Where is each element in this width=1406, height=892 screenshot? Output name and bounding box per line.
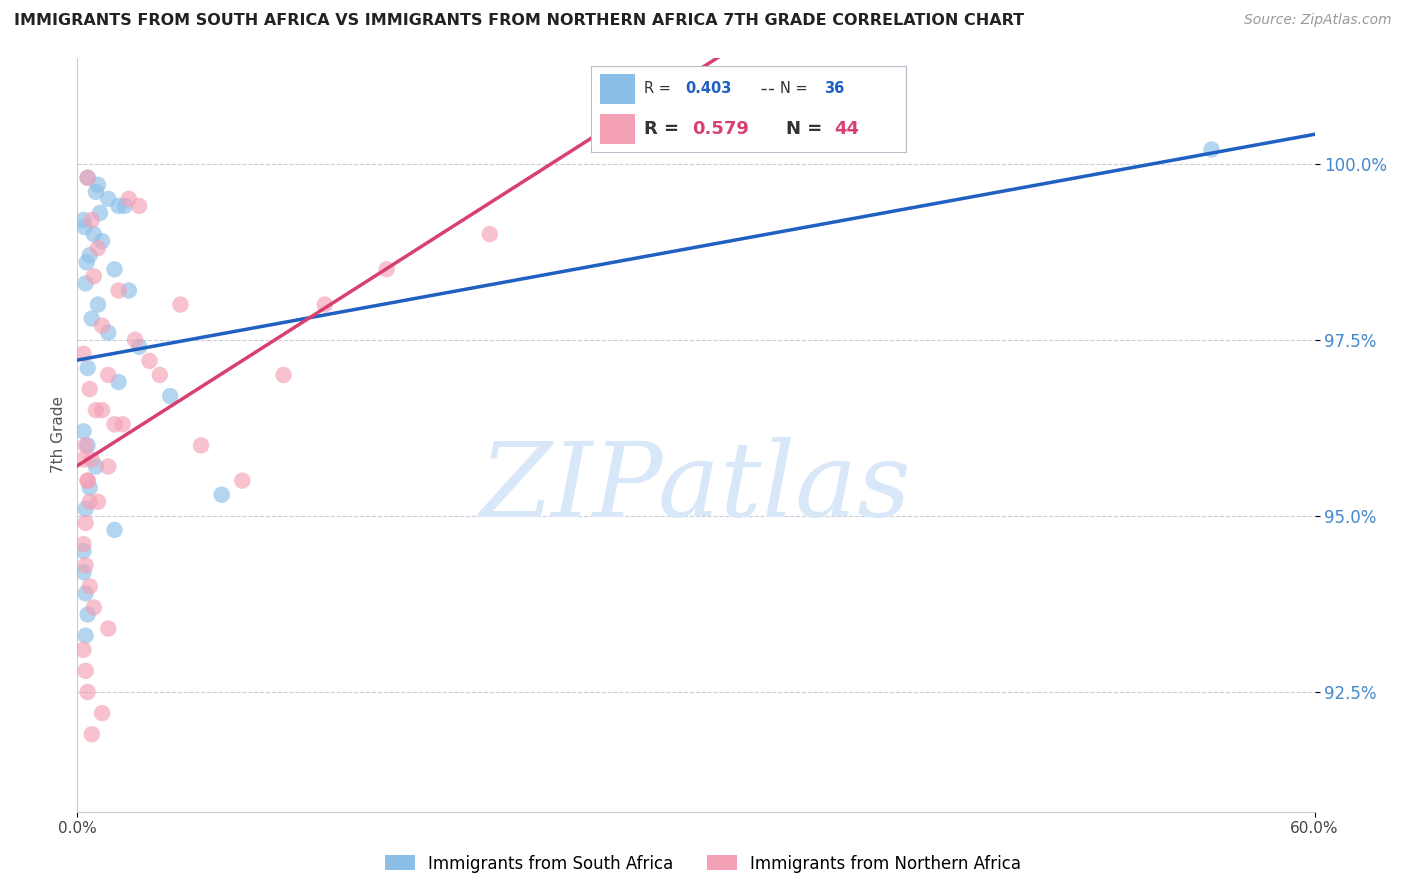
Point [75, 438, 97, 452]
Point [79, 481, 101, 495]
Point [76, 685, 98, 699]
Point [211, 488, 233, 502]
Point [87, 241, 110, 255]
Point [314, 297, 336, 311]
Text: Source: ZipAtlas.com: Source: ZipAtlas.com [1244, 13, 1392, 28]
Point [149, 368, 172, 382]
Point [76, 170, 98, 185]
Point [1201, 143, 1223, 157]
Point [76, 255, 98, 269]
Point [273, 368, 295, 382]
Point [72, 213, 94, 227]
Point [72, 642, 94, 657]
Point [97, 326, 120, 340]
Legend: Immigrants from South Africa, Immigrants from Northern Africa: Immigrants from South Africa, Immigrants… [378, 848, 1028, 880]
Point [124, 333, 146, 347]
Point [80, 727, 103, 741]
Point [107, 284, 129, 298]
Point [87, 178, 110, 192]
Point [103, 523, 125, 537]
Point [118, 284, 141, 298]
Point [76, 474, 98, 488]
Point [107, 199, 129, 213]
Point [75, 558, 97, 573]
Point [97, 622, 120, 636]
Point [76, 607, 98, 622]
Point [72, 425, 94, 439]
Point [97, 368, 120, 382]
Point [138, 354, 160, 368]
Point [72, 452, 94, 467]
Point [76, 170, 98, 185]
Point [231, 474, 253, 488]
Point [128, 199, 150, 213]
Point [76, 438, 98, 452]
Point [91, 318, 114, 333]
Point [79, 382, 101, 396]
Point [91, 403, 114, 417]
Point [83, 227, 105, 241]
Point [83, 600, 105, 615]
Point [83, 269, 105, 284]
Point [75, 277, 97, 291]
Point [159, 389, 181, 403]
Point [72, 537, 94, 551]
Point [75, 516, 97, 530]
Point [97, 459, 120, 474]
Point [118, 192, 141, 206]
Point [478, 227, 501, 241]
Text: IMMIGRANTS FROM SOUTH AFRICA VS IMMIGRANTS FROM NORTHERN AFRICA 7TH GRADE CORREL: IMMIGRANTS FROM SOUTH AFRICA VS IMMIGRAN… [14, 13, 1024, 29]
Text: ZIPatlas: ZIPatlas [481, 437, 911, 539]
Point [91, 706, 114, 720]
Point [169, 297, 191, 311]
Point [103, 417, 125, 432]
Point [80, 452, 103, 467]
Point [91, 234, 114, 248]
Point [114, 199, 136, 213]
Point [89, 206, 111, 220]
Point [72, 544, 94, 558]
Point [80, 213, 103, 227]
Point [128, 340, 150, 354]
Point [111, 417, 134, 432]
Point [107, 375, 129, 389]
Point [75, 501, 97, 516]
Point [76, 360, 98, 375]
Point [79, 579, 101, 593]
Point [375, 262, 398, 277]
Point [72, 347, 94, 361]
Point [87, 495, 110, 509]
Point [84, 403, 107, 417]
Point [72, 565, 94, 579]
Point [79, 495, 101, 509]
Point [73, 220, 96, 235]
Point [75, 664, 97, 678]
Point [84, 185, 107, 199]
Point [75, 586, 97, 600]
Point [84, 459, 107, 474]
Point [97, 192, 120, 206]
Point [75, 629, 97, 643]
Point [103, 262, 125, 277]
Point [80, 311, 103, 326]
Point [190, 438, 212, 452]
Y-axis label: 7th Grade: 7th Grade [51, 396, 66, 474]
Point [79, 248, 101, 262]
Point [76, 474, 98, 488]
Point [87, 297, 110, 311]
